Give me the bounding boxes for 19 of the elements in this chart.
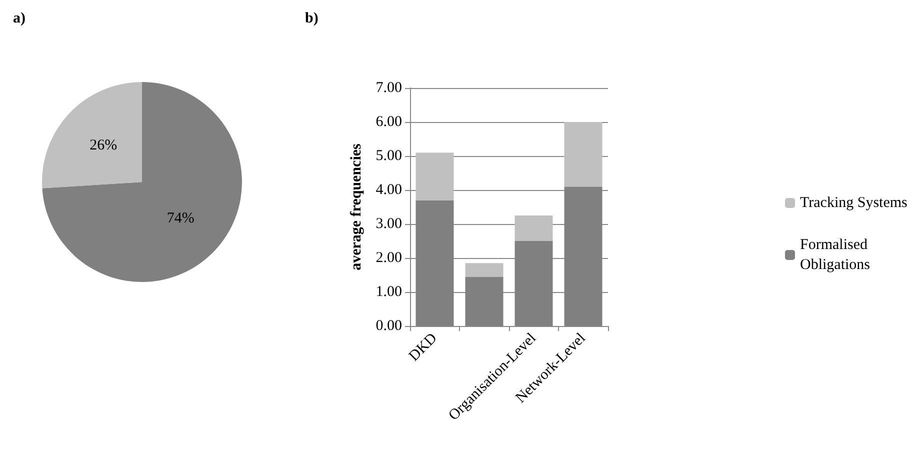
bar <box>465 263 504 277</box>
bar <box>416 152 454 200</box>
y-axis-title: average frequencies <box>348 143 364 270</box>
data-label: 26% <box>90 138 118 154</box>
y-tick-label: 3.00 <box>376 216 402 232</box>
y-tick-label: 2.00 <box>376 250 402 266</box>
data-label: 74% <box>166 210 194 226</box>
legend-label: Formalised Obligations <box>800 237 872 273</box>
y-tick-label: 5.00 <box>376 148 402 164</box>
y-tick-label: 1.00 <box>376 284 402 300</box>
bar <box>514 216 553 241</box>
y-tick-label: 7.00 <box>376 80 402 96</box>
bar <box>564 122 602 187</box>
chart-title: a) <box>13 10 26 26</box>
y-tick-label: 6.00 <box>376 114 402 130</box>
chart-title: b) <box>305 10 318 26</box>
y-tick-label: 4.00 <box>376 182 402 198</box>
y-tick-label: 0.00 <box>376 318 402 334</box>
legend-label: Tracking Systems <box>800 195 908 211</box>
